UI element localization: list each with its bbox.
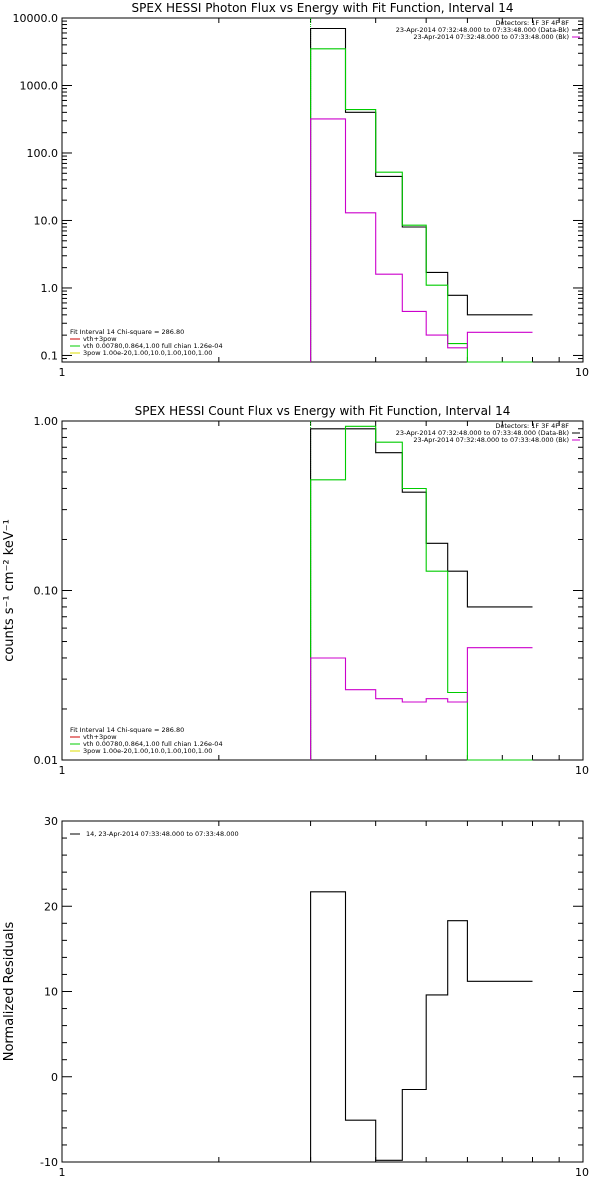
y-axis-label-2: counts s⁻¹ cm⁻² keV⁻¹	[2, 519, 17, 662]
chart-title-1: SPEX HESSI Photon Flux vs Energy with Fi…	[132, 1, 514, 15]
x-tick-label-2: 1	[59, 764, 66, 777]
x-tick-label-1: 10	[575, 366, 589, 379]
header-legend-text: 23-Apr-2014 07:32:48.000 to 07:33:48.000…	[413, 436, 569, 444]
fit-legend-text: Fit Interval 14 Chi-square = 286.80	[70, 726, 184, 734]
y-tick-label-1: 1000.0	[20, 79, 59, 92]
series-line-data-bk	[310, 27, 533, 362]
residual-legend-text: 14, 23-Apr-2014 07:33:48.000 to 07:33:48…	[86, 830, 239, 838]
header-legend-text: Detectors: 1F 3F 4F 8F	[495, 422, 569, 430]
header-legend-text: 23-Apr-2014 07:32:48.000 to 07:33:48.000…	[413, 33, 569, 41]
series-line-vth-3pow	[310, 48, 533, 363]
y-tick-label-2: 0.01	[34, 754, 59, 767]
plot-frame-1	[61, 17, 584, 363]
y-tick-label-3: -10	[40, 1156, 58, 1169]
fit-legend-text: 3pow 1.00e-20,1.00,10.0,1.00,100,1.00	[83, 747, 212, 755]
y-tick-label-1: 1.0	[41, 282, 59, 295]
y-tick-label-3: 30	[44, 815, 58, 828]
series-line-bk	[310, 647, 533, 760]
y-tick-label-1: 10000.0	[13, 12, 59, 25]
fit-legend-text: 3pow 1.00e-20,1.00,10.0,1.00,100,1.00	[83, 349, 212, 357]
y-tick-label-3: 20	[44, 900, 58, 913]
x-tick-label-1: 1	[59, 366, 66, 379]
x-tick-label-3: 10	[575, 1166, 589, 1179]
header-legend-text: Detectors: 1F 3F 4F 8F	[495, 19, 569, 27]
series-line-vth-3pow	[310, 425, 533, 761]
chart-title-2: SPEX HESSI Count Flux vs Energy with Fit…	[135, 404, 511, 418]
y-tick-label-2: 0.10	[34, 585, 59, 598]
fit-legend-text: vth 0.00780,0.864,1.00 full chian 1.26e-…	[83, 342, 223, 350]
fit-legend-text: vth 0.00780,0.864,1.00 full chian 1.26e-…	[83, 740, 223, 748]
x-tick-label-3: 1	[59, 1166, 66, 1179]
plot-frame-3	[61, 820, 584, 1163]
header-legend-text: 23-Apr-2014 07:32:48.000 to 07:33:48.000…	[396, 26, 569, 34]
y-tick-label-3: 0	[51, 1071, 58, 1084]
fit-legend-text: vth+3pow	[83, 335, 117, 343]
y-axis-label-3: Normalized Residuals	[2, 922, 17, 1062]
x-tick-label-2: 10	[575, 764, 589, 777]
y-tick-label-1: 100.0	[27, 147, 59, 160]
y-tick-label-1: 0.1	[41, 349, 59, 362]
fit-legend-text: vth+3pow	[83, 733, 117, 741]
header-legend-text: 23-Apr-2014 07:32:48.000 to 07:33:48.000…	[396, 429, 569, 437]
y-tick-label-3: 10	[44, 986, 58, 999]
series-line-14-23-apr-2014-07-33-48-	[310, 891, 533, 1162]
plot-frame-2	[61, 420, 584, 761]
y-tick-label-2: 1.00	[34, 415, 59, 428]
series-line-bk	[310, 118, 533, 362]
fit-legend-text: Fit Interval 14 Chi-square = 286.80	[70, 328, 184, 336]
y-tick-label-1: 10.0	[34, 214, 59, 227]
series-line-data-bk	[310, 428, 533, 760]
